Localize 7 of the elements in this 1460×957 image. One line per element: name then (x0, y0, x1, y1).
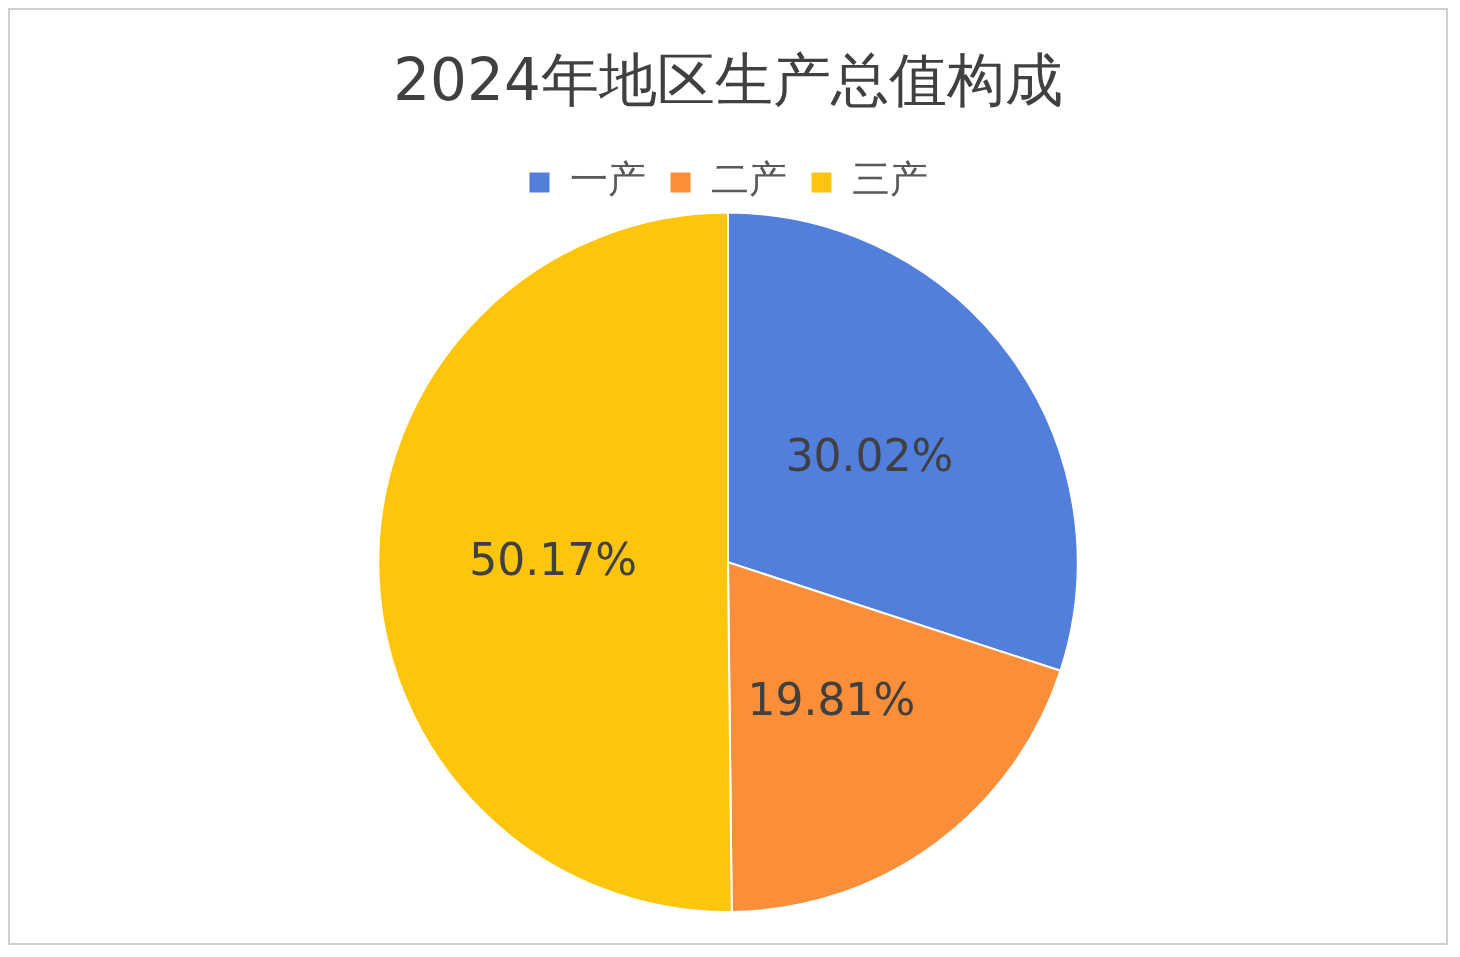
data-label: 30.02% (785, 430, 954, 482)
legend-label: 一产 (569, 157, 646, 202)
legend-label: 二产 (710, 157, 787, 202)
data-label: 19.81% (747, 673, 916, 725)
legend-label: 三产 (851, 157, 928, 202)
data-label: 50.17% (469, 533, 638, 585)
chart-title: 2024年地区生产总值构成 (393, 45, 1063, 114)
